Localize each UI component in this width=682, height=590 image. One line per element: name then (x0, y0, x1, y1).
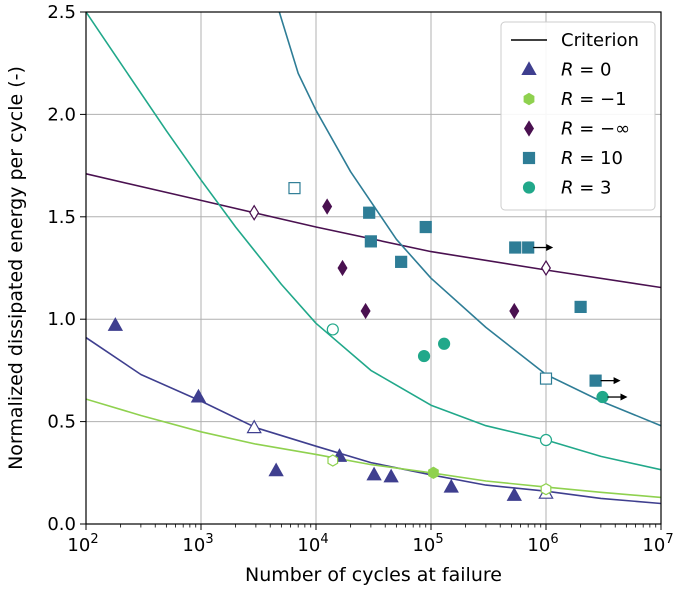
data-point-triangle (268, 462, 284, 477)
data-point-triangle (383, 468, 399, 483)
y-tick-label: 2.0 (47, 104, 76, 125)
data-point-circle (417, 349, 431, 363)
data-point-hexagon (540, 483, 552, 496)
criterion-curve (86, 398, 661, 499)
legend-marker-triangle (521, 61, 537, 76)
data-point-diamond (509, 302, 520, 320)
data-point-triangle (366, 466, 382, 481)
runout-arrow-head (620, 393, 628, 401)
x-tick-label: 105 (412, 532, 443, 556)
runout-arrows (533, 244, 628, 401)
data-point-triangle (506, 487, 522, 501)
axis-ticks: 102 103 104 105 106 107 0.0 0.5 1.0 1.5 2.0 2.5 (47, 2, 673, 556)
data-point-square (574, 300, 587, 314)
y-tick-label: 1.5 (47, 207, 76, 228)
data-point-square (419, 220, 432, 234)
criterion-curve (86, 336, 661, 505)
legend-marker-square (522, 151, 536, 165)
data-point-triangle (443, 478, 459, 493)
data-point-triangle (190, 388, 207, 403)
data-point-square (363, 206, 376, 219)
data-point-circle (539, 433, 553, 447)
x-tick-label: 102 (67, 532, 98, 556)
data-point-hexagon (428, 466, 439, 479)
data-point-square (395, 255, 408, 268)
data-markers (107, 182, 609, 501)
criterion-curve (278, 12, 661, 427)
data-point-square (288, 182, 301, 195)
data-point-square (364, 235, 377, 248)
data-point-diamond (337, 259, 348, 277)
data-point-square (539, 372, 553, 385)
data-point-diamond (540, 259, 552, 277)
data-point-hexagon (327, 454, 339, 467)
x-tick-label: 104 (297, 532, 328, 556)
legend-box (500, 21, 656, 211)
legend-entry-label: R = −1 (561, 89, 627, 110)
data-point-diamond (360, 302, 371, 320)
plot-frame (85, 11, 662, 525)
legend-marker-hexagon (523, 92, 535, 106)
runout-arrow-head (546, 244, 554, 252)
x-tick-label: 107 (642, 532, 673, 556)
legend-marker-diamond (523, 120, 535, 137)
y-tick-label: 1.0 (47, 309, 76, 330)
runout-arrow-head (613, 377, 621, 385)
legend-marker-circle (522, 181, 536, 194)
data-point-circle (438, 337, 451, 350)
data-point-square (522, 241, 535, 254)
data-point-square (509, 241, 522, 254)
legend: Criterion R = 0 R = −1 R = −∞ R = 10 R = 3 (500, 21, 656, 211)
legend-entry-label: R = 10 (561, 148, 623, 169)
legend-criterion-label: Criterion (561, 30, 639, 51)
data-point-square (589, 374, 602, 387)
x-axis-label: Number of cycles at failure (245, 564, 502, 586)
x-tick-label: 103 (182, 532, 213, 556)
data-point-triangle (246, 419, 262, 434)
x-tick-label: 106 (527, 532, 558, 556)
y-axis-label: Normalized dissipated energy per cycle (… (5, 66, 27, 470)
legend-entry-label: R = 0 (561, 60, 612, 81)
data-point-triangle (107, 317, 124, 331)
y-tick-label: 0.5 (47, 412, 76, 433)
y-tick-label: 0.0 (47, 514, 76, 535)
data-point-diamond (322, 198, 333, 215)
data-point-circle (326, 323, 339, 336)
data-point-diamond (249, 204, 260, 221)
legend-entry-label: R = 3 (561, 178, 612, 199)
data-point-circle (596, 390, 609, 404)
legend-entry-label: R = −∞ (561, 119, 630, 140)
y-tick-label: 2.5 (47, 2, 76, 23)
